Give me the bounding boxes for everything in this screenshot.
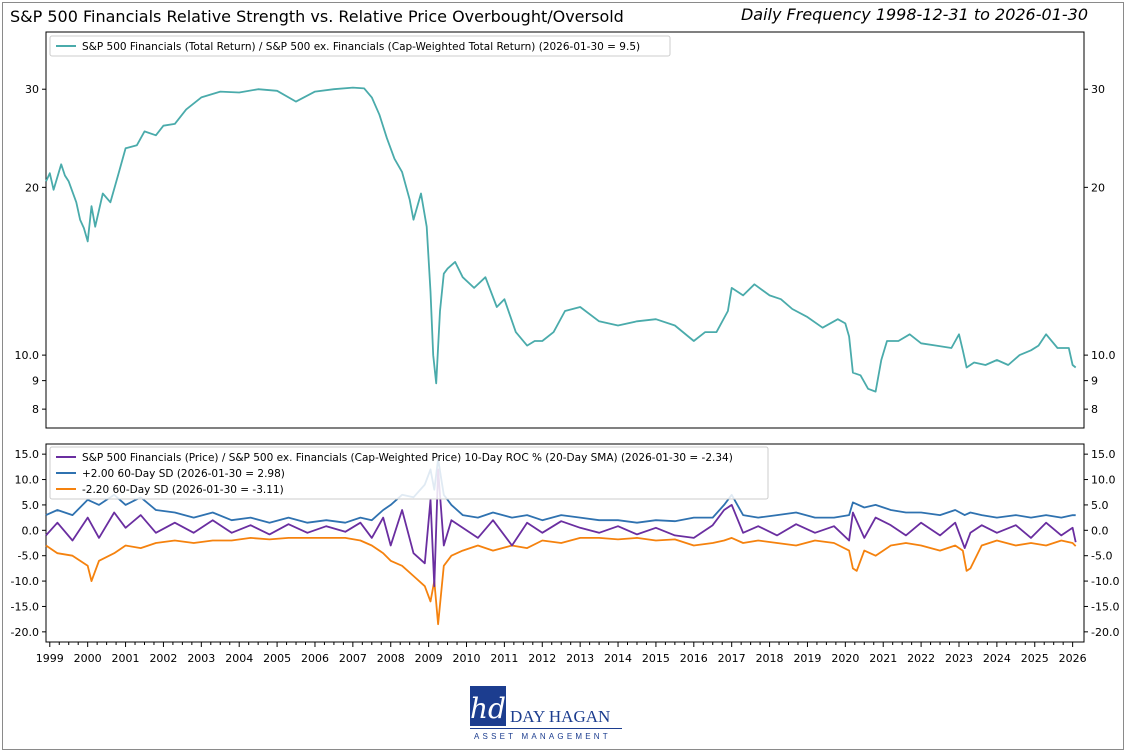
xtick-label: 2006 [301, 652, 329, 665]
bottom-ytick-label-right: -15.0 [1091, 600, 1119, 613]
bottom-ytick-label-right: -10.0 [1091, 575, 1119, 588]
bottom-ytick-label-right: -5.0 [1091, 550, 1112, 563]
logo-tagline: ASSET MANAGEMENT [474, 732, 611, 741]
xtick-label: 2013 [566, 652, 594, 665]
xtick-label: 1999 [36, 652, 64, 665]
xtick-label: 2005 [263, 652, 291, 665]
xtick-label: 2002 [149, 652, 177, 665]
top-ytick-label-left: 9 [32, 375, 39, 388]
xtick-label: 2009 [415, 652, 443, 665]
logo-rule [470, 728, 622, 729]
xtick-label: 2004 [225, 652, 253, 665]
bottom-ytick-label-right: 0.0 [1091, 524, 1109, 537]
bottom-ytick-label-right: -20.0 [1091, 626, 1119, 639]
xtick-label: 2022 [907, 652, 935, 665]
day-hagan-logo: hd DAY HAGAN ASSET MANAGEMENT [468, 684, 628, 744]
legend-label-upper-band: +2.00 60-Day SD (2026-01-30 = 2.98) [82, 468, 285, 480]
xtick-label: 2023 [945, 652, 973, 665]
bottom-ytick-label-left: 0.0 [22, 524, 40, 537]
top-ytick-label-left: 10.0 [15, 349, 40, 362]
xtick-label: 2008 [377, 652, 405, 665]
logo-graphic: hd DAY HAGAN ASSET MANAGEMENT [470, 686, 622, 741]
xtick-label: 2017 [718, 652, 746, 665]
bottom-ytick-label-left: -20.0 [11, 626, 39, 639]
legend-label-ratio: S&P 500 Financials (Total Return) / S&P … [82, 41, 640, 53]
xtick-label: 2021 [869, 652, 897, 665]
xtick-label: 2014 [604, 652, 632, 665]
top-ytick-label-left: 8 [32, 403, 39, 416]
bottom-ytick-label-left: 10.0 [15, 474, 40, 487]
legend-label-lower-band: -2.20 60-Day SD (2026-01-30 = -3.11) [82, 484, 284, 496]
logo-monogram: hd [470, 692, 506, 725]
top-ytick-label-left: 20 [25, 181, 39, 194]
series-line-roc [45, 468, 1077, 588]
xtick-label: 2007 [339, 652, 367, 665]
top-legend-box [49, 35, 671, 57]
xtick-label: 2020 [831, 652, 859, 665]
top-ytick-label-right: 8 [1091, 403, 1098, 416]
bottom-ytick-label-right: 15.0 [1091, 448, 1116, 461]
top-ytick-label-left: 30 [25, 83, 39, 96]
xtick-label: 2001 [112, 652, 140, 665]
series-line-ratio [45, 86, 1077, 393]
bottom-ytick-label-left: 5.0 [22, 499, 40, 512]
xtick-label: 2015 [642, 652, 670, 665]
xtick-label: 2000 [74, 652, 102, 665]
bottom-ytick-label-left: -5.0 [18, 550, 39, 563]
bottom-ytick-label-right: 10.0 [1091, 474, 1116, 487]
logo-monogram-box [470, 686, 506, 726]
xtick-label: 2011 [490, 652, 518, 665]
bottom-ytick-label-left: -15.0 [11, 600, 39, 613]
xtick-label: 2026 [1059, 652, 1087, 665]
legend-label-roc: S&P 500 Financials (Price) / S&P 500 ex.… [82, 452, 733, 464]
bottom-legend-box [49, 446, 769, 500]
bottom-ytick-label-left: -10.0 [11, 575, 39, 588]
xtick-label: 2024 [983, 652, 1011, 665]
bottom-ytick-label-left: 15.0 [15, 448, 40, 461]
bottom-ytick-label-right: 5.0 [1091, 499, 1109, 512]
xtick-label: 2003 [187, 652, 215, 665]
xtick-label: 2016 [680, 652, 708, 665]
chart-title: S&P 500 Financials Relative Strength vs.… [10, 7, 624, 26]
xtick-label: 2012 [528, 652, 556, 665]
top-ytick-label-right: 10.0 [1091, 349, 1116, 362]
xtick-label: 2018 [756, 652, 784, 665]
series-line-lower-band [45, 537, 1077, 626]
chart-subtitle: Daily Frequency 1998-12-31 to 2026-01-30 [740, 5, 1088, 24]
series-line-upper-band [45, 458, 1076, 524]
logo-name: DAY HAGAN [510, 707, 610, 726]
xtick-label: 2025 [1021, 652, 1049, 665]
top-ytick-label-right: 9 [1091, 375, 1098, 388]
top-ytick-label-right: 20 [1091, 181, 1105, 194]
xtick-label: 2019 [793, 652, 821, 665]
xtick-label: 2010 [453, 652, 481, 665]
top-plot-area [45, 31, 1085, 429]
top-ytick-label-right: 30 [1091, 83, 1105, 96]
bottom-plot-area [45, 443, 1085, 643]
